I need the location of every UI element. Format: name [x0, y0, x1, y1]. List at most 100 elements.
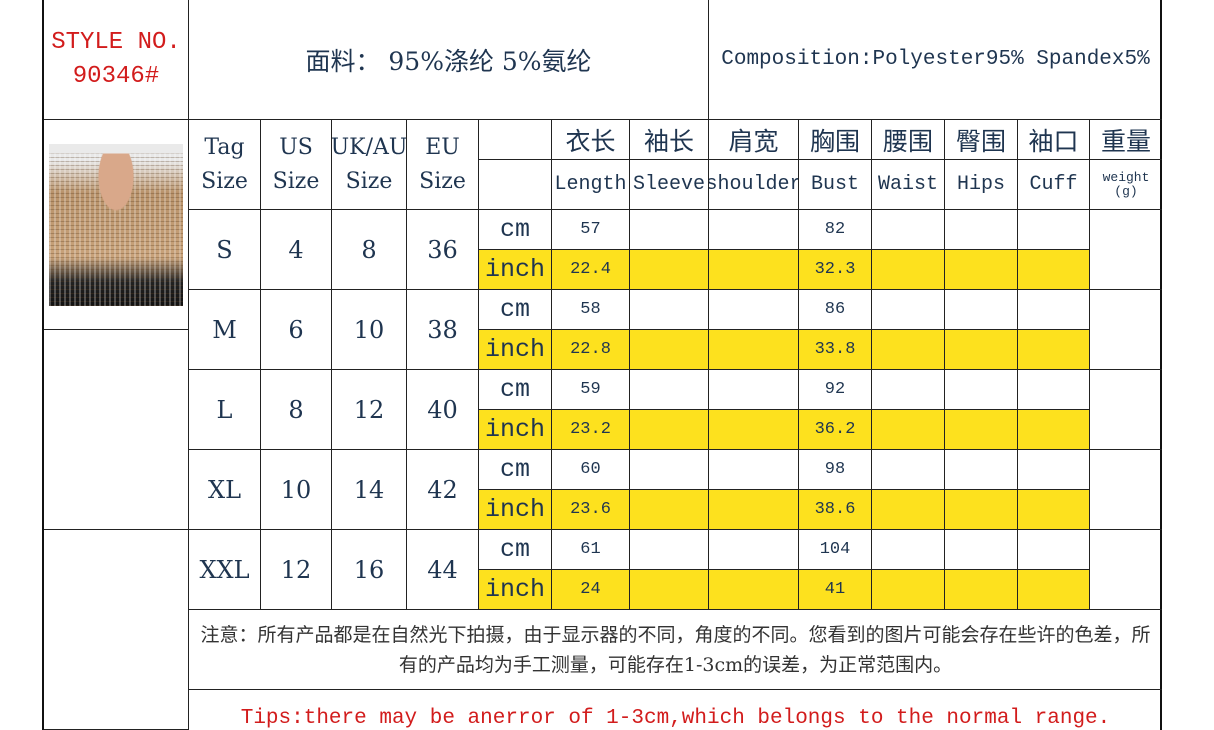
cm-length-value: 58 [580, 300, 601, 319]
cm-bust: 82 [799, 210, 872, 250]
unit-cm: cm [479, 370, 552, 410]
inch-length: 22.8 [552, 330, 630, 370]
cm-length-value: 61 [580, 540, 601, 559]
tag-size-value: S [216, 235, 233, 264]
cm-shoulder [709, 210, 799, 250]
inch-length: 23.6 [552, 490, 630, 530]
inch-waist [872, 410, 945, 450]
cm-hips [945, 290, 1018, 330]
unit-cm-label: cm [499, 215, 530, 244]
measure-cn-label: 腰围 [882, 126, 933, 156]
tips-cell: Tips:there may be anerror of 1-3cm,which… [189, 690, 1162, 730]
inch-waist [872, 330, 945, 370]
inch-bust-value: 32.3 [814, 260, 856, 279]
eu-size: 44 [407, 530, 479, 610]
unit-inch: inch [479, 570, 552, 610]
unit-header-blank [479, 160, 552, 210]
inch-bust: 41 [799, 570, 872, 610]
inch-waist [872, 490, 945, 530]
unit-cm-label: cm [499, 375, 530, 404]
tag-size-value: M [212, 315, 237, 344]
uk-size-value: 12 [353, 395, 385, 424]
cm-length-value: 60 [580, 460, 601, 479]
unit-inch: inch [479, 250, 552, 290]
inch-length-value: 23.6 [570, 500, 611, 519]
uk-size-value: 14 [353, 475, 385, 504]
cm-shoulder [709, 450, 799, 490]
inch-cuff [1018, 330, 1090, 370]
uk-header-line2: Size [345, 168, 393, 194]
header-en-Cuff: Cuff [1018, 160, 1090, 210]
tag-size-value: XL [207, 475, 242, 504]
unit-cm: cm [479, 530, 552, 570]
tag-size-value: XXL [199, 555, 250, 584]
unit-cm: cm [479, 210, 552, 250]
unit-inch: inch [479, 330, 552, 370]
us-size: 4 [261, 210, 332, 290]
header-en-weight: weight (g) [1090, 160, 1162, 210]
cm-bust: 98 [799, 450, 872, 490]
unit-inch-label: inch [484, 495, 545, 524]
inch-length: 24 [552, 570, 630, 610]
unit-cm-label: cm [499, 455, 530, 484]
header-en-Waist: Waist [872, 160, 945, 210]
tag-size: S [189, 210, 261, 290]
inch-shoulder [709, 250, 799, 290]
composition-text: Composition:Polyester95% Spandex5% [721, 48, 1150, 71]
cm-hips [945, 450, 1018, 490]
note-text: 注意：所有产品都是在自然光下拍摄，由于显示器的不同，角度的不同。您看到的图片可能… [200, 623, 1151, 676]
inch-waist [872, 250, 945, 290]
header-cn-weight: 重量 [1090, 120, 1162, 160]
unit-inch: inch [479, 490, 552, 530]
measure-cn-label: 袖长 [643, 126, 694, 156]
uk-size-value: 16 [353, 555, 385, 584]
measure-en-label: Sleeve [632, 173, 705, 196]
cm-sleeve [630, 530, 709, 570]
header-en-Bust: Bust [799, 160, 872, 210]
cm-length: 61 [552, 530, 630, 570]
tag-size: M [189, 290, 261, 370]
left-blank-cell [44, 530, 189, 730]
cm-shoulder [709, 290, 799, 330]
inch-length-value: 24 [580, 580, 601, 599]
us-size-value: 12 [280, 555, 312, 584]
unit-cm-label: cm [499, 295, 530, 324]
inch-shoulder [709, 410, 799, 450]
inch-sleeve [630, 330, 709, 370]
header-cn-Length: 衣长 [552, 120, 630, 160]
us-size-value: 10 [280, 475, 312, 504]
inch-length-value: 22.4 [570, 260, 611, 279]
header-en-Hips: Hips [945, 160, 1018, 210]
product-image-cell [44, 120, 189, 330]
weight-cell [1090, 370, 1162, 450]
cm-hips [945, 530, 1018, 570]
inch-sleeve [630, 410, 709, 450]
cm-bust-value: 86 [824, 300, 846, 319]
cm-length: 59 [552, 370, 630, 410]
cm-bust-value: 82 [824, 220, 846, 239]
inch-hips [945, 410, 1018, 450]
inch-hips [945, 250, 1018, 290]
header-cn-Sleeve: 袖长 [630, 120, 709, 160]
uk-header-line1: UK/AU [332, 134, 407, 160]
cm-length: 57 [552, 210, 630, 250]
inch-bust-value: 33.8 [814, 340, 856, 359]
uk-size: 8 [332, 210, 407, 290]
inch-shoulder [709, 570, 799, 610]
us-size-value: 4 [288, 235, 304, 264]
fabric-text: 面料： 95%涤纶 5%氨纶 [305, 46, 592, 76]
uk-size-value: 8 [361, 235, 377, 264]
inch-cuff [1018, 490, 1090, 530]
header-en-Sleeve: Sleeve [630, 160, 709, 210]
us-size: 8 [261, 370, 332, 450]
inch-bust-value: 41 [824, 580, 846, 599]
eu-size: 36 [407, 210, 479, 290]
cm-cuff [1018, 530, 1090, 570]
header-en-shoulder: shoulder [709, 160, 799, 210]
size-chart-table: STYLE NO. 90346# 面料： 95%涤纶 5%氨纶 Composition… [42, 0, 1162, 730]
style-label: STYLE NO. [51, 28, 181, 56]
inch-bust: 33.8 [799, 330, 872, 370]
cm-cuff [1018, 290, 1090, 330]
header-eu: EU Size [407, 120, 479, 210]
inch-length: 22.4 [552, 250, 630, 290]
